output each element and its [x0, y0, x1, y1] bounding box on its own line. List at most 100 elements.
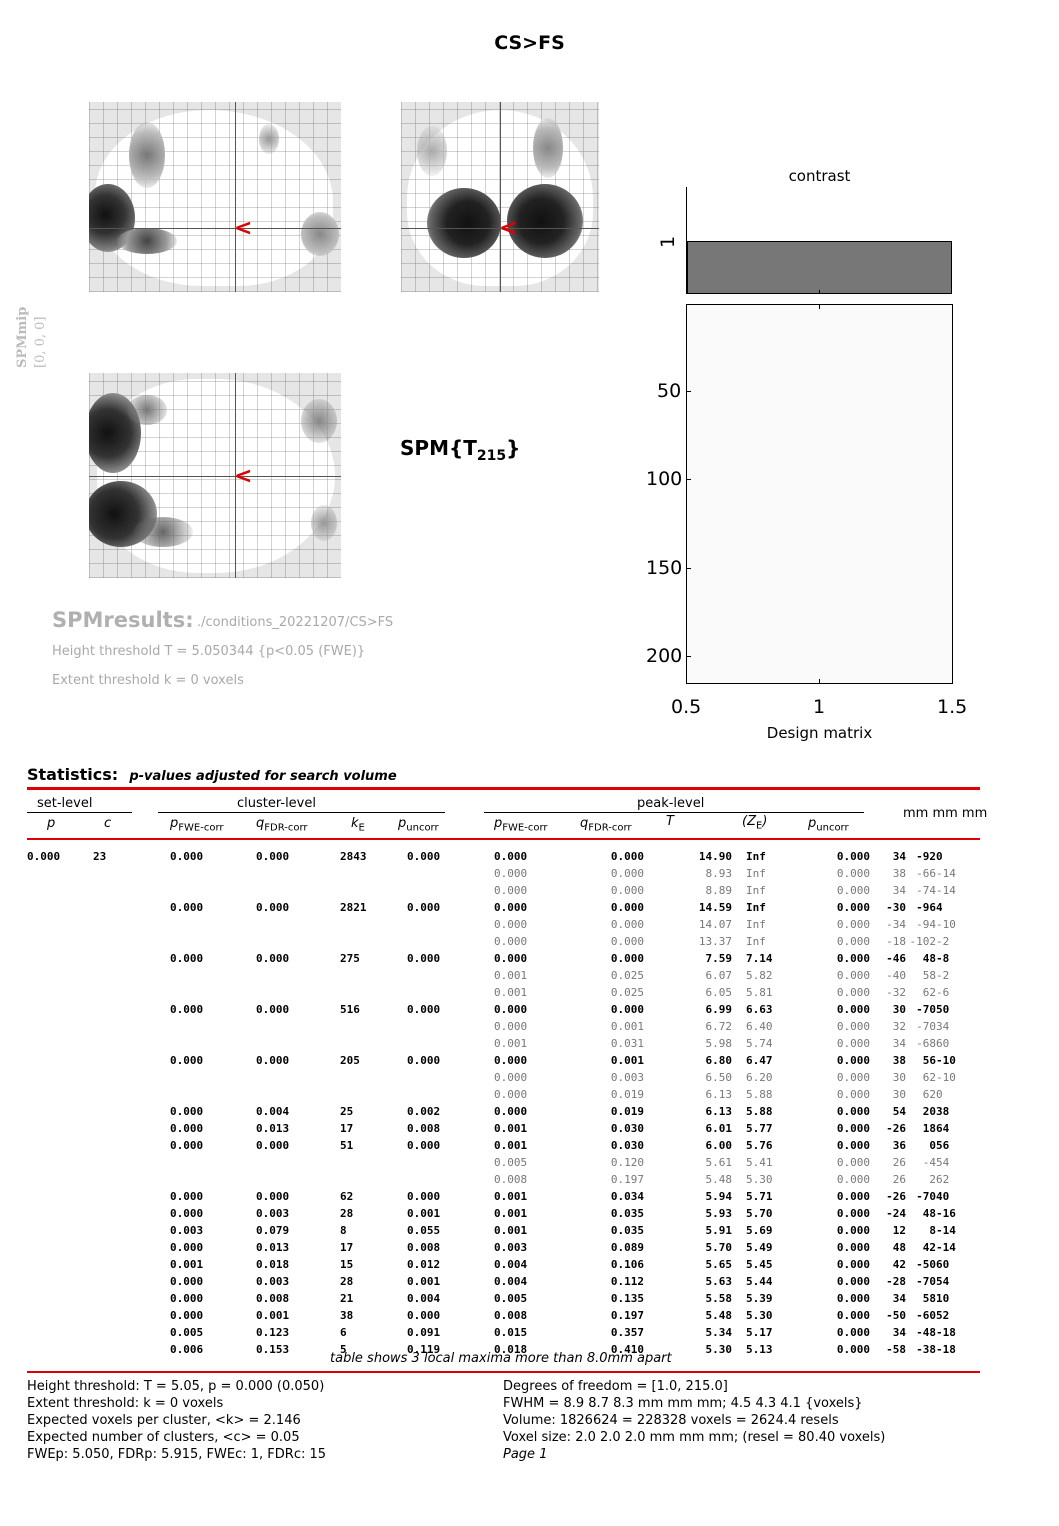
cell-cluster-ke: 6 — [340, 1326, 347, 1339]
design-xtick: 1.5 — [937, 696, 968, 718]
cell-set-c — [93, 1188, 170, 1205]
design-matrix[interactable] — [686, 304, 953, 684]
footer-line: Expected number of clusters, <c> = 0.05 — [27, 1430, 300, 1445]
cell-peak-qfdr: 0.135 — [610, 1292, 644, 1305]
design-ytick: 50 — [657, 380, 682, 402]
cell-set-c — [93, 967, 170, 984]
cell-peak-ze: 5.77 — [746, 1122, 773, 1135]
cell-coord-z: -14 — [936, 1241, 956, 1254]
table-row: 0.005 0.120 5.61 5.41 0.000 26 -4 54 — [27, 1154, 956, 1171]
cell-peak-pfwe: 0.001 — [494, 1037, 528, 1050]
cell-peak-t: 8.93 — [705, 867, 733, 880]
cell-peak-punc: 0.000 — [836, 1020, 870, 1033]
cell-cluster-ke: 25 — [340, 1105, 354, 1118]
footer-line: FWEp: 5.050, FDRp: 5.915, FWEc: 1, FDRc:… — [27, 1447, 327, 1462]
cell-cluster-qfdr: 0.004 — [256, 1105, 290, 1118]
cell-peak-t: 5.61 — [705, 1156, 733, 1169]
header-peak-level: peak-level — [637, 796, 705, 811]
cell-set-c — [93, 882, 170, 899]
cell-peak-t: 5.34 — [705, 1326, 733, 1339]
cell-cluster-punc — [407, 1171, 494, 1188]
cell-coord-y: -70 — [916, 1020, 936, 1033]
col-header-p: p — [47, 816, 56, 831]
cell-peak-qfdr: 0.120 — [610, 1156, 644, 1169]
cell-peak-qfdr: 0.410 — [610, 1343, 644, 1356]
cell-set-c — [93, 1205, 170, 1222]
cell-coord-y: 58 — [922, 1292, 936, 1305]
glass-brain-axial[interactable]: < — [89, 373, 341, 578]
table-row: 0.000 0.008 21 0.004 0.005 0.135 5.58 5.39 0.000… — [27, 1290, 956, 1307]
cell-peak-ze: 5.88 — [746, 1088, 773, 1101]
cell-cluster-qfdr: 0.018 — [256, 1258, 290, 1271]
cell-set-p — [27, 1341, 93, 1358]
cell-set-c — [93, 1290, 170, 1307]
cell-coord-x: 38 — [892, 1054, 906, 1067]
cell-peak-t: 14.07 — [698, 918, 732, 931]
cell-set-p — [27, 865, 93, 882]
cell-cluster-punc — [407, 882, 494, 899]
cell-set-p — [27, 933, 93, 950]
cell-set-c — [93, 1239, 170, 1256]
cell-cluster-qfdr — [256, 865, 340, 882]
cell-cluster-pfwe — [170, 967, 256, 984]
cell-cluster-pfwe — [170, 1154, 256, 1171]
cell-cluster-pfwe: 0.000 — [170, 1139, 204, 1152]
cell-coord-y: 8 — [929, 1224, 936, 1237]
glass-brain-coronal[interactable]: < — [401, 102, 599, 292]
cell-set-c — [93, 1137, 170, 1154]
cell-cluster-qfdr: 0.000 — [256, 1054, 290, 1067]
cell-coord-z: -6 — [936, 986, 950, 999]
cell-coord-z: 0 — [936, 850, 943, 863]
cell-set-c — [93, 1256, 170, 1273]
cell-cluster-pfwe: 0.000 — [170, 1190, 204, 1203]
cell-coord-z: -10 — [936, 1054, 956, 1067]
cell-peak-ze: Inf — [746, 901, 766, 914]
cell-coord-y: -92 — [916, 850, 936, 863]
cell-peak-ze: 5.45 — [746, 1258, 773, 1271]
contrast-plot[interactable]: 1 — [657, 187, 953, 294]
cell-coord-x: 48 — [892, 1241, 906, 1254]
col-header-punc-cluster: puncorr — [398, 816, 439, 834]
cell-coord-y: -96 — [916, 901, 936, 914]
cell-coord-y: 62 — [922, 986, 936, 999]
spm-results-path: ./conditions_20221207/CS>FS — [197, 615, 394, 630]
glass-brain-sagittal[interactable]: < — [89, 102, 341, 292]
cell-coord-y: -66 — [916, 867, 936, 880]
cell-coord-x: 32 — [892, 1020, 906, 1033]
table-footnote: table shows 3 local maxima more than 8.0… — [330, 1351, 672, 1366]
table-row: 0.000 0.000 13.37 Inf 0.000 -18 -102 -2 — [27, 933, 956, 950]
cell-peak-qfdr: 0.001 — [610, 1054, 644, 1067]
col-header-c: c — [104, 816, 112, 831]
cell-set-c — [93, 1001, 170, 1018]
cell-cluster-ke — [340, 1086, 407, 1103]
cell-peak-punc: 0.000 — [836, 884, 870, 897]
cell-peak-qfdr: 0.030 — [610, 1139, 644, 1152]
results-extent-threshold: Extent threshold k = 0 voxels — [52, 673, 244, 688]
table-row: 0.005 0.123 6 0.091 0.015 0.357 5.34 5.17 0.000 3… — [27, 1324, 956, 1341]
cell-coord-z: -16 — [936, 1207, 956, 1220]
cell-coord-y: -74 — [916, 884, 936, 897]
cell-peak-qfdr: 0.089 — [610, 1241, 644, 1254]
cell-set-p — [27, 1052, 93, 1069]
cell-cluster-pfwe: 0.005 — [170, 1326, 204, 1339]
cell-coord-y: -70 — [916, 1275, 936, 1288]
col-header-pfwe-peak: pFWE-corr — [494, 816, 548, 834]
cursor-arrow-icon: < — [499, 216, 518, 241]
table-row: 0.000 0.001 38 0.000 0.008 0.197 5.48 5.30 0.000… — [27, 1307, 956, 1324]
cell-coord-y: 2 — [929, 1173, 936, 1186]
cell-cluster-punc — [407, 1154, 494, 1171]
cell-peak-qfdr: 0.197 — [610, 1309, 644, 1322]
cell-set-p — [27, 984, 93, 1001]
cell-coord-x: 34 — [892, 884, 906, 897]
cell-cluster-qfdr: 0.013 — [256, 1122, 290, 1135]
cell-peak-ze: 5.39 — [746, 1292, 773, 1305]
cell-cluster-punc: 0.000 — [407, 1309, 441, 1322]
cell-peak-qfdr: 0.357 — [610, 1326, 644, 1339]
cell-peak-ze: 6.63 — [746, 1003, 773, 1016]
cell-coord-y: -4 — [922, 1156, 936, 1169]
cell-peak-punc: 0.000 — [836, 952, 870, 965]
cell-peak-qfdr: 0.000 — [610, 850, 644, 863]
cell-cluster-ke: 38 — [340, 1309, 354, 1322]
cursor-arrow-icon: < — [234, 464, 253, 489]
cell-peak-qfdr: 0.106 — [610, 1258, 644, 1271]
